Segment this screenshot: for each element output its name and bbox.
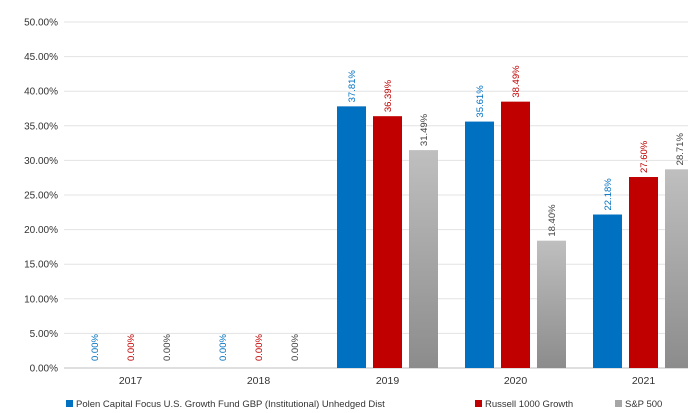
- x-tick-label: 2017: [119, 375, 143, 387]
- data-label: 18.40%: [547, 204, 558, 237]
- data-labels: 0.00% 0.00% 37.81% 35.61% 22.18% 0.00% 0.00% 36…: [90, 65, 686, 361]
- legend-label: Russell 1000 Growth: [485, 399, 573, 410]
- data-label: 0.00%: [254, 334, 265, 361]
- legend-label: Polen Capital Focus U.S. Growth Fund GBP…: [76, 399, 385, 410]
- bar: [337, 106, 366, 368]
- y-tick-label: 0.00%: [30, 364, 58, 375]
- y-tick-label: 20.00%: [24, 225, 58, 236]
- y-tick-label: 10.00%: [24, 294, 58, 305]
- x-tick-label: 2019: [376, 375, 400, 387]
- data-label: 37.81%: [347, 70, 358, 103]
- bar: [593, 214, 622, 368]
- y-tick-label: 50.00%: [24, 18, 58, 29]
- bar: [665, 169, 688, 368]
- data-label: 0.00%: [90, 334, 101, 361]
- data-label: 0.00%: [218, 334, 229, 361]
- data-label: 38.49%: [511, 65, 522, 98]
- y-tick-label: 40.00%: [24, 87, 58, 98]
- bar: [501, 101, 530, 368]
- data-label: 35.61%: [475, 85, 486, 118]
- x-tick-label: 2018: [247, 375, 271, 387]
- bar: [409, 150, 438, 368]
- y-tick-label: 30.00%: [24, 156, 58, 167]
- bar: [537, 240, 566, 368]
- x-axis: 2017 2018 2019 2020 2021: [119, 375, 656, 387]
- data-label: 31.49%: [419, 113, 430, 146]
- y-tick-label: 35.00%: [24, 121, 58, 132]
- data-label: 36.39%: [383, 79, 394, 112]
- data-label: 28.71%: [675, 133, 686, 166]
- bar: [465, 121, 494, 368]
- data-label: 0.00%: [126, 334, 137, 361]
- legend: Polen Capital Focus U.S. Growth Fund GBP…: [66, 399, 662, 410]
- legend-swatch: [475, 400, 482, 407]
- legend-swatch: [615, 400, 622, 407]
- y-axis: 0.00% 5.00% 10.00% 15.00% 20.00% 25.00% 30.00%…: [24, 18, 58, 375]
- data-label: 22.18%: [603, 178, 614, 211]
- bar: [629, 177, 658, 368]
- bars: [337, 101, 688, 368]
- legend-swatch: [66, 400, 73, 407]
- x-tick-label: 2020: [504, 375, 528, 387]
- y-tick-label: 45.00%: [24, 52, 58, 63]
- data-label: 0.00%: [162, 334, 173, 361]
- y-tick-label: 5.00%: [30, 329, 58, 340]
- data-label: 0.00%: [290, 334, 301, 361]
- bar: [373, 116, 402, 368]
- data-label: 27.60%: [639, 140, 650, 173]
- x-tick-label: 2021: [632, 375, 656, 387]
- legend-label: S&P 500: [625, 399, 662, 410]
- y-tick-label: 25.00%: [24, 191, 58, 202]
- y-tick-label: 15.00%: [24, 260, 58, 271]
